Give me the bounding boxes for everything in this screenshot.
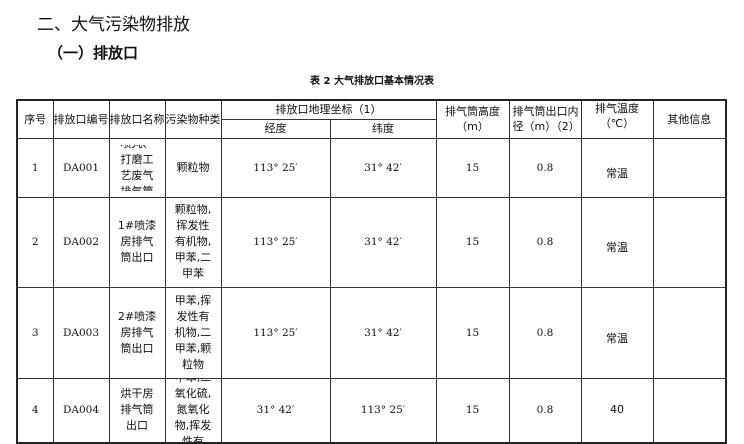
cell-text: 0.8	[536, 326, 554, 339]
cell-text: 常温	[606, 331, 628, 345]
cell-text: 15	[465, 161, 480, 174]
cell-diameter: 0.8	[508, 196, 582, 288]
cell-text: 0.8	[536, 404, 554, 416]
cell-text: DA004	[62, 404, 100, 416]
header-pollutant: 污染物种类	[164, 99, 222, 139]
cell-name: 烘干房排气筒出口	[108, 377, 166, 443]
table-row: 2 DA002 1#喷漆房排气筒出口 颗粒物,挥发性有机物,甲苯,二甲苯 113° 25…	[16, 196, 727, 288]
cell-other	[652, 196, 727, 288]
cell-text: 颗粒物	[176, 160, 210, 174]
cell-text: 2#喷漆房排气筒出口	[117, 309, 157, 355]
cell-text: 甲苯,二氧化硫,氮氧化物,挥发性有	[174, 379, 212, 442]
header-height: 排气筒高度（m）	[435, 99, 510, 139]
table-row: 3 DA003 2#喷漆房排气筒出口 甲苯,挥发性有机物,二甲苯,颗粒物 113° 25…	[16, 286, 727, 379]
header-diameter: 排气筒出口内径（m）（2）	[508, 99, 582, 139]
cell-text: 0.8	[536, 236, 554, 248]
cell-seq: 3	[16, 286, 54, 379]
cell-diameter: 0.8	[508, 137, 582, 198]
cell-text: 31° 42′	[256, 404, 295, 416]
cell-seq: 1	[16, 137, 54, 198]
cell-pollutant: 颗粒物	[164, 137, 222, 198]
cell-text: 113° 25′	[253, 326, 298, 339]
cell-text: 113° 25′	[360, 404, 406, 416]
cell-diameter: 0.8	[508, 377, 582, 443]
cell-lon: 31° 42′	[220, 377, 331, 443]
cell-text: 4	[31, 404, 39, 416]
cell-text: DA001	[62, 161, 100, 174]
cell-pollutant: 颗粒物,挥发性有机物,甲苯,二甲苯	[164, 196, 222, 288]
header-seq: 序号	[16, 99, 54, 139]
cell-text: 常温	[606, 166, 628, 180]
cell-text: 甲苯,挥发性有机物,二甲苯,颗粒物	[174, 293, 212, 371]
cell-text: 烘干房排气筒出口	[120, 387, 154, 432]
section-title: 二、大气污染物排放	[37, 15, 190, 35]
cell-text: 2	[31, 236, 39, 248]
cell-text: 0.8	[536, 161, 554, 174]
cell-text: 3	[31, 326, 39, 339]
cell-text: 113° 25′	[253, 236, 298, 248]
cell-lat: 113° 25′	[329, 377, 437, 443]
cell-text: 31° 42′	[364, 236, 402, 248]
cell-text: 常温	[606, 241, 628, 254]
cell-other	[652, 286, 727, 379]
cell-lat: 31° 42′	[329, 137, 437, 198]
cell-lon: 113° 25′	[220, 137, 331, 198]
cell-other	[652, 137, 727, 198]
cell-lat: 31° 42′	[329, 286, 437, 379]
table-row: 4 DA004 烘干房排气筒出口甲苯,二氧化硫,氮氧化物,挥发性有 31° 42′ 11…	[16, 377, 727, 443]
cell-text: DA002	[62, 236, 100, 248]
cell-text: 31° 42′	[364, 326, 402, 339]
cell-text: 15	[465, 326, 480, 339]
cell-seq: 4	[16, 377, 54, 443]
header-name: 排放口名称	[108, 99, 166, 139]
cell-code: DA002	[52, 196, 110, 288]
table-caption: 表 2 大气排放口基本情况表	[310, 76, 434, 87]
subsection-title: （一）排放口	[48, 44, 139, 62]
cell-pollutant: 甲苯,二氧化硫,氮氧化物,挥发性有	[164, 377, 222, 443]
cell-text: 颗粒物,挥发性有机物,甲苯,二甲苯	[174, 203, 212, 281]
cell-text: 113° 25′	[253, 161, 298, 174]
cell-text: 15	[465, 404, 480, 416]
header-coord: 排放口地理坐标（1）	[220, 99, 437, 120]
cell-other	[652, 377, 727, 443]
table-row: 1 DA001 喷丸、打磨工艺废气排气筒 颗粒物 113° 25′ 31° 42′ 15 0.…	[16, 137, 727, 198]
cell-text: 1	[31, 161, 39, 174]
cell-temp: 40	[580, 377, 654, 443]
cell-temp: 常温	[580, 286, 654, 379]
cell-diameter: 0.8	[508, 286, 582, 379]
cell-name: 2#喷漆房排气筒出口	[108, 286, 166, 379]
cell-text: 15	[465, 236, 480, 248]
header-code: 排放口编号	[52, 99, 110, 139]
emission-outlet-table: 序号 排放口编号 排放口名称 污染物种类 排放口地理坐标（1） 排气筒高度（m）…	[16, 99, 727, 444]
cell-height: 15	[435, 196, 510, 288]
cell-pollutant: 甲苯,挥发性有机物,二甲苯,颗粒物	[164, 286, 222, 379]
cell-text: 31° 42′	[364, 161, 402, 174]
cell-temp: 常温	[580, 137, 654, 198]
cell-height: 15	[435, 286, 510, 379]
cell-lat: 31° 42′	[329, 196, 437, 288]
header-lon: 经度	[220, 118, 331, 139]
cell-code: DA003	[52, 286, 110, 379]
cell-height: 15	[435, 137, 510, 198]
cell-code: DA004	[52, 377, 110, 443]
cell-text: 喷丸、打磨工艺废气排气筒	[120, 145, 154, 191]
header-lat: 纬度	[329, 118, 437, 139]
cell-text: 1#喷漆房排气筒出口	[117, 219, 157, 264]
cell-height: 15	[435, 377, 510, 443]
cell-text: 40	[610, 403, 624, 416]
header-temp: 排气温度（℃）	[580, 99, 654, 139]
cell-lon: 113° 25′	[220, 286, 331, 379]
cell-lon: 113° 25′	[220, 196, 331, 288]
cell-name: 1#喷漆房排气筒出口	[108, 196, 166, 288]
cell-temp: 常温	[580, 196, 654, 288]
header-other: 其他信息	[652, 99, 727, 139]
cell-code: DA001	[52, 137, 110, 198]
cell-text: DA003	[62, 326, 100, 339]
cell-seq: 2	[16, 196, 54, 288]
cell-name: 喷丸、打磨工艺废气排气筒	[108, 137, 166, 198]
